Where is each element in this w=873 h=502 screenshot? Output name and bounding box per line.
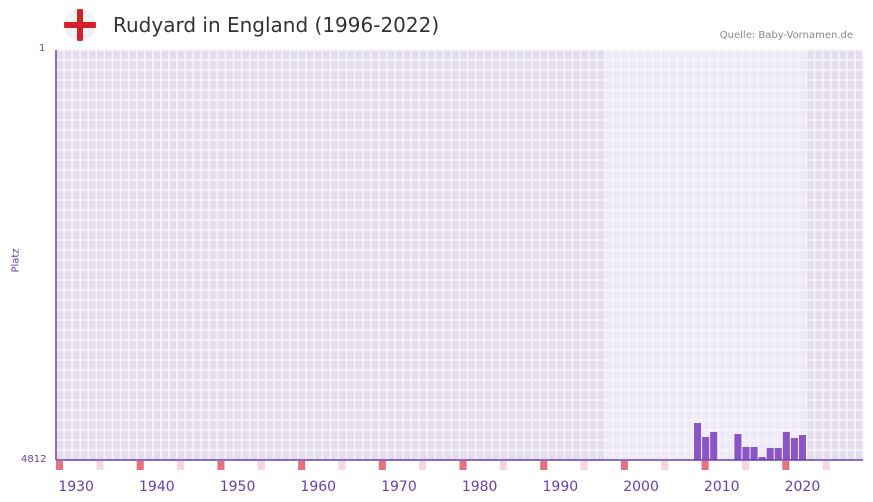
bar-2017 xyxy=(774,447,782,460)
x-tick-1970: 1970 xyxy=(381,479,417,495)
x-tick-1950: 1950 xyxy=(220,479,256,495)
bar-2014 xyxy=(750,446,758,460)
decade-marker xyxy=(298,461,306,470)
half-decade-marker xyxy=(419,461,427,470)
decade-marker xyxy=(217,461,225,470)
bg-data-range xyxy=(604,50,807,460)
decade-marker xyxy=(701,461,709,470)
x-tick-1960: 1960 xyxy=(300,479,336,495)
decade-marker xyxy=(378,461,386,470)
x-tick-1930: 1930 xyxy=(58,479,94,495)
y-tick-bottom: 4812 xyxy=(21,454,47,465)
decade-marker xyxy=(620,461,628,470)
half-decade-marker xyxy=(822,461,830,470)
half-decade-marker xyxy=(741,461,750,470)
half-decade-marker xyxy=(661,461,669,470)
bar-2008 xyxy=(702,436,710,460)
x-tick-2010: 2010 xyxy=(704,479,740,495)
bar-2007 xyxy=(694,423,702,460)
x-tick-1940: 1940 xyxy=(139,479,175,495)
bg-out-range xyxy=(806,50,863,460)
decade-marker xyxy=(459,461,467,470)
bar-2013 xyxy=(742,446,750,460)
x-tick-2020: 2020 xyxy=(785,479,821,495)
x-tick-2000: 2000 xyxy=(623,479,659,495)
bar-2020 xyxy=(798,435,807,460)
bar-2009 xyxy=(710,431,718,460)
x-tick-1980: 1980 xyxy=(462,479,498,495)
bar-2018 xyxy=(782,431,790,460)
half-decade-marker xyxy=(580,461,588,470)
bar-2012 xyxy=(734,434,742,460)
x-tick-1990: 1990 xyxy=(543,479,579,495)
y-tick-top: 1 xyxy=(39,43,46,54)
half-decade-marker xyxy=(257,461,265,470)
decade-marker xyxy=(540,461,548,470)
chart-title: Rudyard in England (1996-2022) xyxy=(113,13,440,37)
decade-marker xyxy=(56,461,64,470)
half-decade-marker xyxy=(338,461,346,470)
half-decade-marker xyxy=(177,461,185,470)
half-decade-marker xyxy=(96,461,104,470)
england-flag-icon xyxy=(64,9,96,41)
bar-2019 xyxy=(790,438,798,460)
bar-2015 xyxy=(758,457,766,460)
bar-2016 xyxy=(766,447,774,460)
decade-marker xyxy=(782,461,790,470)
decade-marker xyxy=(136,461,144,470)
source-link[interactable]: Quelle: Baby-Vornamen.de xyxy=(719,30,853,41)
half-decade-marker xyxy=(499,461,507,470)
